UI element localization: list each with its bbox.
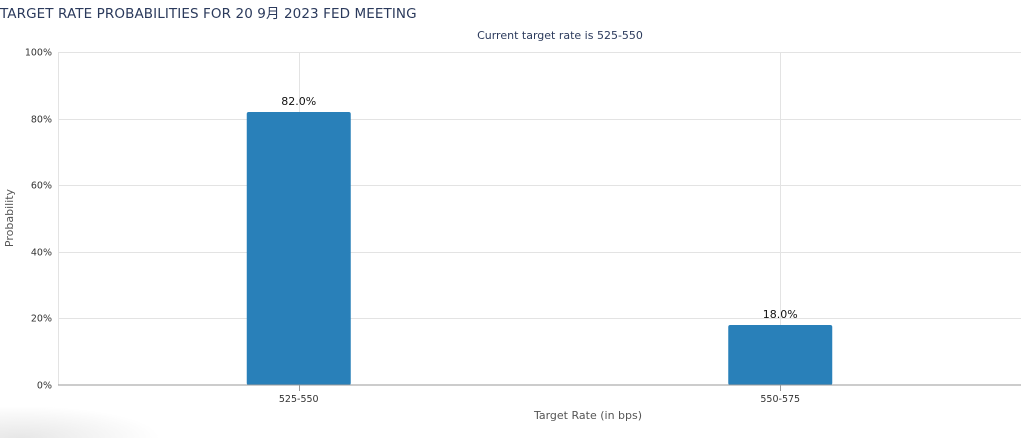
bar-value-label: 18.0%	[763, 308, 798, 321]
bar[interactable]	[246, 111, 351, 385]
grid-layer	[58, 52, 1021, 385]
x-axis-title: Target Rate (in bps)	[533, 409, 642, 422]
x-axis-ticks: 525-550 550-575	[279, 385, 800, 405]
bars	[246, 111, 833, 385]
x-tick-label: 550-575	[760, 394, 800, 405]
y-tick-label: 40%	[31, 248, 52, 259]
y-tick-label: 20%	[31, 314, 52, 325]
chart-subtitle: Current target rate is 525-550	[477, 29, 643, 42]
x-tick-label: 525-550	[279, 394, 319, 405]
y-axis-title: Probability	[3, 188, 16, 247]
bar-value-label: 82.0%	[281, 95, 316, 108]
y-tick-label: 100%	[25, 48, 52, 59]
y-tick-label: 60%	[31, 181, 52, 192]
y-tick-label: 0%	[37, 381, 52, 392]
bar[interactable]	[728, 325, 833, 385]
data-labels: 82.0% 18.0%	[281, 95, 797, 321]
y-tick-label: 80%	[31, 115, 52, 126]
y-axis-ticks: 0% 20% 40% 60% 80% 100%	[25, 48, 52, 392]
chart-title: TARGET RATE PROBABILITIES FOR 20 9月 2023…	[0, 6, 417, 22]
